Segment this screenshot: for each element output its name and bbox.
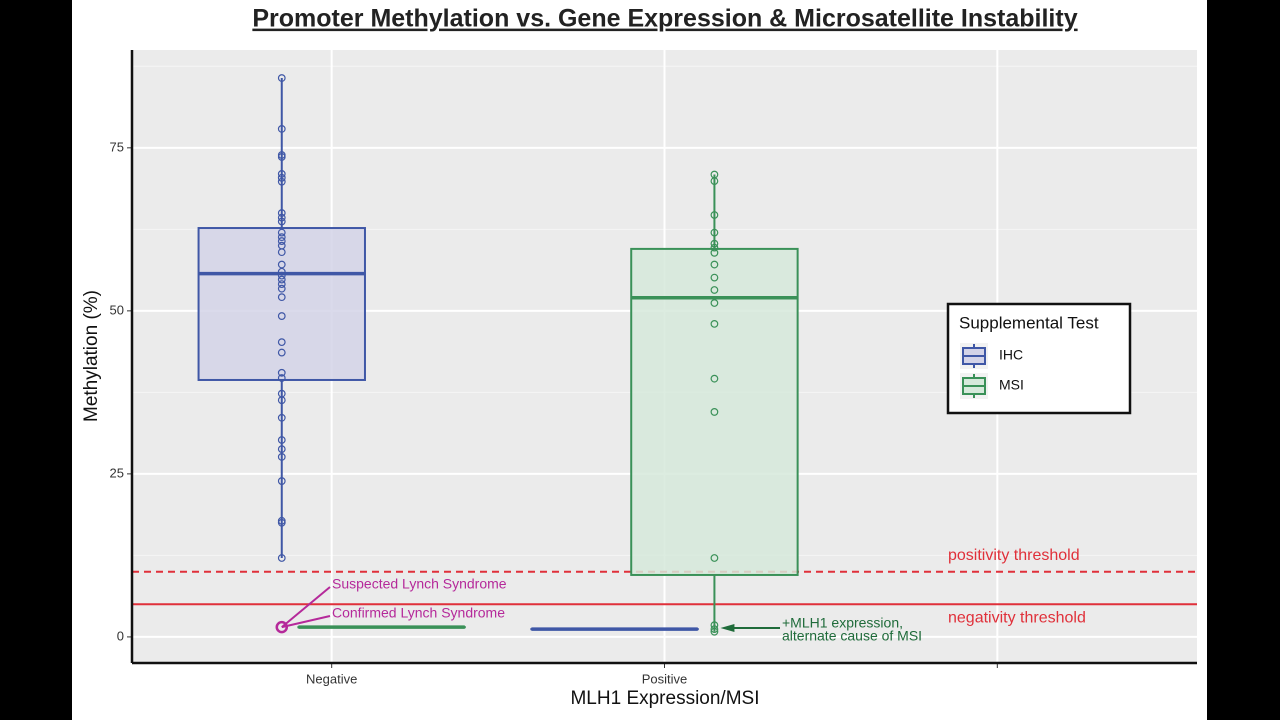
point (277, 271, 286, 280)
chart-title: Promoter Methylation vs. Gene Expression… (252, 5, 1077, 33)
y-axis-title: Methylation (%) (81, 290, 102, 422)
point (277, 445, 286, 454)
arrow-head (720, 624, 735, 632)
legend-label: IHC (999, 347, 1023, 363)
x-axis-title: MLH1 Expression/MSI (570, 688, 759, 709)
point (277, 368, 286, 377)
point (710, 625, 719, 633)
point (710, 260, 719, 269)
point (277, 125, 286, 133)
point (277, 280, 286, 289)
point (277, 213, 286, 222)
point (710, 554, 719, 562)
point (277, 153, 286, 161)
point (710, 248, 719, 257)
point (277, 209, 286, 217)
point (710, 228, 719, 237)
point (710, 211, 719, 219)
point (277, 312, 286, 320)
y-tick-label: 50 (110, 302, 124, 317)
point (710, 243, 719, 252)
point (710, 627, 719, 636)
point (277, 74, 286, 82)
reference-label: negativity threshold (948, 610, 1086, 627)
y-tick-label: 0 (117, 628, 124, 643)
reference-label: positivity threshold (948, 547, 1080, 564)
point (277, 554, 286, 562)
point (277, 396, 286, 405)
plot-layer: 0 25 50 75 Negative Positive positivity thresh… (110, 50, 1197, 686)
point (277, 338, 286, 347)
highlight-circle (275, 620, 289, 634)
point (277, 170, 286, 178)
point (277, 177, 286, 186)
annotation-text: alternate cause of MSI (782, 628, 922, 644)
point (277, 237, 286, 245)
point (710, 374, 719, 383)
point (277, 275, 286, 284)
y-tick-label: 25 (110, 465, 124, 480)
point (277, 217, 286, 226)
point (277, 348, 286, 357)
point (710, 319, 719, 328)
point (710, 408, 719, 416)
annotation-text: Confirmed Lynch Syndrome (332, 605, 505, 621)
point (710, 177, 719, 185)
point (277, 374, 286, 382)
point (277, 284, 286, 293)
point (277, 518, 286, 527)
point (277, 248, 286, 257)
legend-title: Supplemental Test (959, 313, 1099, 332)
point (277, 267, 286, 276)
point (277, 228, 286, 237)
y-tick-label: 75 (110, 139, 124, 154)
annotation-line (281, 586, 331, 628)
point (710, 299, 719, 307)
box (630, 247, 799, 576)
point (277, 477, 286, 485)
point (277, 233, 286, 242)
point (710, 286, 719, 294)
point (710, 239, 719, 248)
point (277, 293, 286, 302)
x-tick-label: Positive (642, 671, 688, 686)
point (277, 453, 286, 461)
legend-label: MSI (999, 377, 1024, 393)
box (197, 227, 366, 381)
x-tick-label: Negative (306, 671, 357, 686)
point (277, 413, 286, 422)
annotation-text: Suspected Lynch Syndrome (332, 576, 507, 592)
annotation-line (281, 615, 331, 629)
point (710, 273, 719, 282)
point (277, 173, 286, 182)
point (277, 436, 286, 444)
annotation-text: +MLH1 expression, (782, 615, 903, 631)
